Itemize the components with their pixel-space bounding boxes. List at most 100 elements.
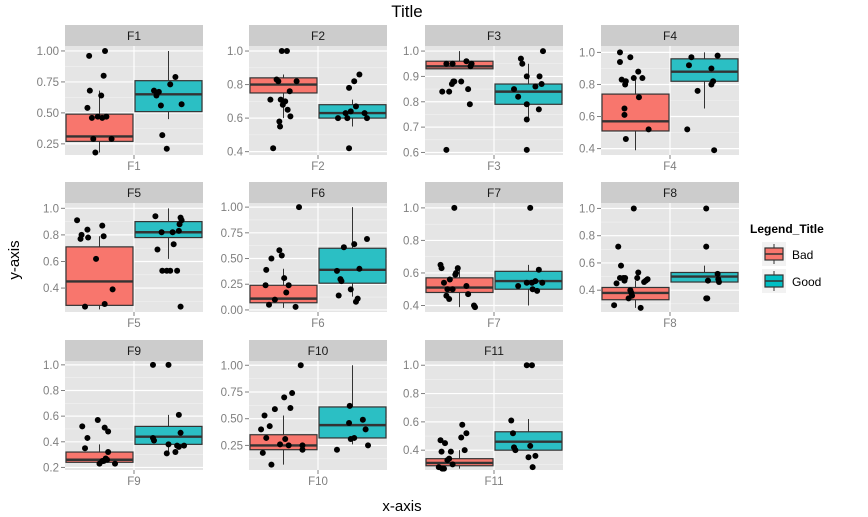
y-tick-label: 0.00 bbox=[221, 305, 243, 317]
good-data-point bbox=[338, 278, 345, 285]
good-data-point bbox=[347, 108, 354, 115]
good-data-point bbox=[523, 362, 530, 369]
y-tick-label: 1.0 bbox=[403, 360, 419, 372]
good-data-point bbox=[534, 287, 541, 294]
strip-label: F11 bbox=[484, 344, 504, 358]
good-data-point bbox=[529, 464, 536, 471]
y-tick-label: 0.9 bbox=[403, 71, 419, 83]
strip-label: F5 bbox=[127, 186, 141, 200]
x-tick-label: F4 bbox=[663, 161, 677, 173]
y-tick-label: 1.0 bbox=[403, 46, 419, 58]
bad-data-point bbox=[82, 303, 89, 310]
y-tick-label: 0.4 bbox=[579, 144, 596, 156]
y-tick-label: 1.0 bbox=[403, 203, 419, 215]
y-tick-label: 0.6 bbox=[403, 417, 419, 429]
bad-data-point bbox=[440, 465, 447, 472]
bad-data-point bbox=[100, 233, 107, 240]
good-data-point bbox=[151, 437, 158, 444]
strip-label: F2 bbox=[311, 29, 325, 43]
bad-data-point bbox=[109, 286, 116, 293]
bad-data-point bbox=[93, 255, 100, 262]
good-data-point bbox=[163, 450, 170, 457]
good-data-point bbox=[159, 132, 166, 139]
bad-data-point bbox=[637, 304, 644, 311]
good-data-point bbox=[515, 93, 522, 100]
good-data-point bbox=[172, 449, 179, 456]
y-tick-label: 0.4 bbox=[43, 437, 60, 449]
bad-data-point bbox=[108, 135, 115, 142]
bad-data-point bbox=[299, 446, 306, 453]
strip-background bbox=[425, 182, 563, 203]
facet-panels: F1 0.25 0.50 0.75 1.00 F1 F2 0.4 0.6 0.8 1.0 F2 F3 0.… bbox=[37, 25, 739, 488]
good-data-point bbox=[346, 84, 353, 91]
bad-data-point bbox=[270, 145, 277, 152]
x-tick-label: F6 bbox=[311, 318, 324, 330]
bad-data-point bbox=[297, 362, 304, 369]
bad-data-point bbox=[461, 447, 468, 454]
y-tick-label: 0.25 bbox=[221, 279, 243, 291]
good-box bbox=[318, 247, 387, 284]
strip-label: F6 bbox=[311, 186, 325, 200]
good-data-point bbox=[354, 295, 361, 302]
y-tick-label: 1.00 bbox=[221, 202, 243, 214]
good-data-point bbox=[333, 267, 340, 274]
good-data-point bbox=[508, 417, 515, 424]
good-data-point bbox=[509, 430, 516, 437]
facet-panel-f9: F9 0.2 0.4 0.6 0.8 1.0 F9 bbox=[43, 340, 203, 488]
bad-data-point bbox=[90, 135, 97, 142]
bad-data-point bbox=[439, 88, 446, 95]
bad-data-point bbox=[88, 114, 95, 121]
good-data-point bbox=[163, 145, 170, 152]
good-data-point bbox=[511, 86, 518, 93]
good-data-point bbox=[515, 282, 522, 289]
bad-data-point bbox=[267, 96, 274, 103]
y-tick-label: 0.75 bbox=[221, 387, 243, 399]
bad-data-point bbox=[105, 428, 112, 435]
bad-data-point bbox=[74, 217, 81, 224]
good-data-point bbox=[715, 279, 722, 286]
good-data-point bbox=[703, 205, 710, 212]
good-data-point bbox=[181, 442, 188, 449]
good-box bbox=[134, 221, 203, 239]
bad-data-point bbox=[268, 255, 275, 262]
bad-data-point bbox=[277, 123, 284, 130]
bad-data-point bbox=[84, 226, 91, 233]
good-data-point bbox=[346, 402, 353, 409]
bad-data-point bbox=[634, 274, 641, 281]
bad-data-point bbox=[621, 111, 628, 118]
good-data-point bbox=[149, 361, 156, 368]
good-data-point bbox=[175, 227, 182, 234]
good-data-point bbox=[165, 441, 172, 448]
bad-data-point bbox=[293, 78, 300, 85]
bad-data-point bbox=[94, 416, 101, 423]
bad-data-point bbox=[644, 276, 651, 283]
bad-data-point bbox=[284, 106, 291, 113]
bad-data-point bbox=[86, 87, 93, 94]
bad-data-point bbox=[258, 426, 265, 433]
bad-data-point bbox=[465, 291, 472, 298]
chart-title: Title bbox=[391, 2, 423, 21]
bad-data-point bbox=[262, 282, 269, 289]
good-data-point bbox=[175, 411, 182, 418]
bad-data-point bbox=[82, 445, 89, 452]
facet-panel-f1: F1 0.25 0.50 0.75 1.00 F1 bbox=[37, 25, 203, 173]
y-tick-label: 0.25 bbox=[37, 139, 59, 151]
legend: Legend_Title Bad Good bbox=[750, 222, 824, 293]
strip-background bbox=[601, 25, 739, 46]
good-data-point bbox=[351, 78, 358, 85]
good-data-point bbox=[536, 73, 543, 80]
y-tick-label: 1.0 bbox=[579, 203, 595, 215]
good-data-point bbox=[152, 213, 159, 220]
good-box bbox=[318, 406, 387, 439]
legend-items: Bad Good bbox=[762, 242, 821, 293]
bad-data-point bbox=[285, 442, 292, 449]
good-data-point bbox=[710, 78, 717, 85]
bad-data-point bbox=[454, 265, 461, 272]
bad-data-point bbox=[630, 205, 637, 212]
good-data-point bbox=[523, 279, 530, 286]
bad-data-point bbox=[102, 47, 109, 54]
good-data-point bbox=[363, 235, 370, 242]
y-tick-label: 0.4 bbox=[43, 283, 60, 295]
bad-data-point bbox=[282, 436, 289, 443]
